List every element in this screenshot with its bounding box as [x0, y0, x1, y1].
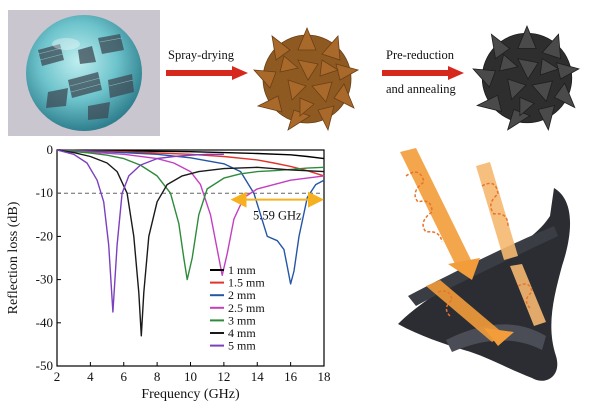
product-flower	[472, 25, 580, 132]
series-line-2-mm	[56, 149, 325, 285]
y-tick-label: -30	[36, 272, 53, 287]
x-tick-label: 4	[87, 369, 94, 384]
absorption-schematic	[398, 148, 571, 381]
process-flow: Spray-drying Pre-reduction and annealing	[0, 0, 597, 140]
legend-label: 1.5 mm	[228, 276, 265, 290]
x-axis-label: Frequency (GHz)	[141, 387, 240, 402]
x-tick-label: 14	[251, 369, 265, 384]
y-tick-label: -10	[36, 185, 53, 200]
y-tick-label: -40	[36, 315, 53, 330]
y-axis-label: Reflection loss (dB)	[6, 201, 21, 314]
legend-label: 4 mm	[228, 326, 256, 340]
precursor-flower	[253, 26, 360, 132]
reflection-loss-chart: 2 4 6 8 10 12 14 16 18 0 -10 -20 -30 -40 -50 Frequency …	[6, 142, 331, 402]
reflected-wave	[426, 264, 546, 346]
series-line-2-5-mm	[56, 149, 325, 277]
series-line-3-mm	[56, 149, 325, 281]
series-line-1-5-mm	[56, 149, 325, 177]
step2-label-line1: Pre-reduction	[386, 48, 455, 62]
legend-label: 2.5 mm	[228, 301, 265, 315]
legend-label: 2 mm	[228, 288, 256, 302]
legend-label: 5 mm	[228, 339, 256, 353]
x-tick-label: 6	[121, 369, 128, 384]
process-arrow-1	[166, 66, 248, 80]
series-line-5-mm	[56, 149, 224, 313]
step1-label: Spray-drying	[168, 48, 234, 62]
legend-label: 3 mm	[228, 313, 256, 327]
y-tick-label: -50	[36, 358, 53, 373]
flake-shape	[398, 188, 571, 381]
x-tick-label: 18	[318, 369, 331, 384]
legend-label: 1 mm	[228, 263, 256, 277]
series-line-4-mm	[56, 149, 325, 337]
incident-wave-2	[476, 162, 518, 260]
droplet-image	[8, 10, 160, 136]
bandwidth-label: 5.59 GHz	[253, 209, 302, 223]
y-tick-label: 0	[47, 142, 54, 157]
step2-label-line2: and annealing	[386, 82, 456, 96]
x-tick-label: 2	[54, 369, 61, 384]
process-arrow-2	[382, 66, 464, 80]
x-tick-label: 10	[184, 369, 197, 384]
x-tick-label: 12	[217, 369, 230, 384]
x-tick-label: 8	[154, 369, 161, 384]
incident-wave-1	[400, 148, 480, 280]
y-tick-label: -20	[36, 228, 53, 243]
x-tick-label: 16	[284, 369, 298, 384]
